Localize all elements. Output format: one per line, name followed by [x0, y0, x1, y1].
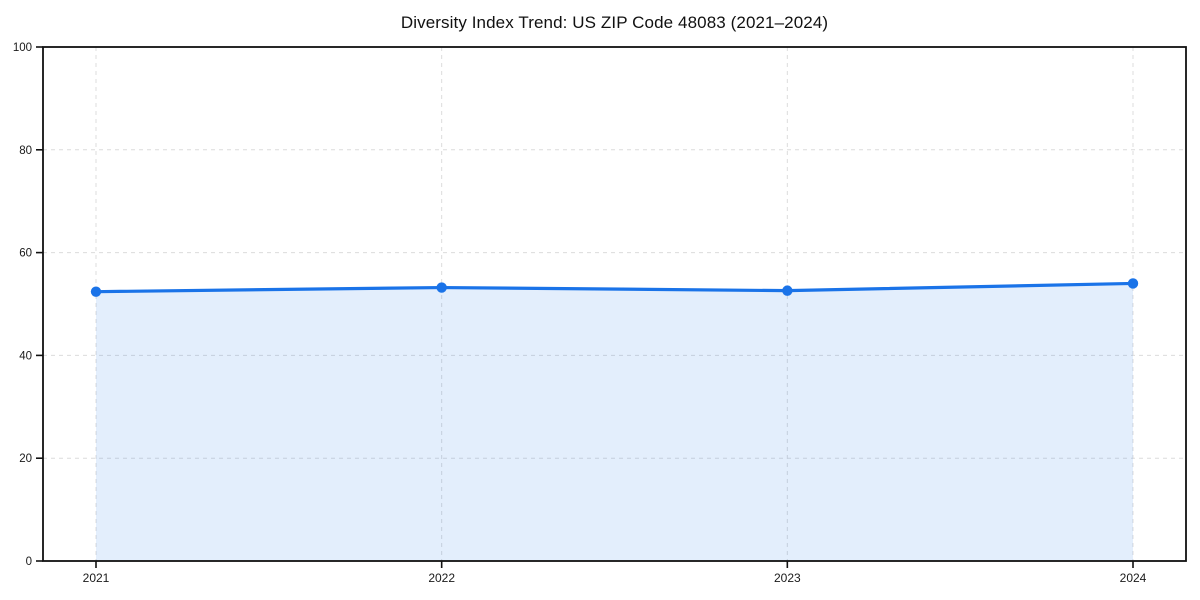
y-axis-tick-label: 80: [19, 145, 32, 157]
y-axis-tick-label: 60: [19, 248, 32, 260]
x-axis-tick-label: 2022: [428, 571, 455, 585]
data-point-marker: [90, 286, 102, 297]
data-point-marker: [1127, 278, 1139, 289]
area-fill: [96, 283, 1133, 561]
y-axis-tick-label: 20: [19, 453, 32, 465]
x-axis-tick-label: 2024: [1120, 571, 1147, 585]
y-axis-tick-label: 100: [13, 42, 32, 54]
x-axis-tick-label: 2021: [83, 571, 110, 585]
chart-title: Diversity Index Trend: US ZIP Code 48083…: [400, 13, 829, 32]
x-axis-tick-label: 2023: [774, 571, 801, 585]
y-axis-tick-label: 40: [19, 350, 32, 362]
data-point-marker: [782, 285, 793, 296]
data-point-marker: [436, 282, 447, 293]
y-axis-tick-label: 0: [26, 556, 32, 568]
axis-spines: [42, 46, 1187, 562]
trend-line: [94, 281, 1135, 294]
